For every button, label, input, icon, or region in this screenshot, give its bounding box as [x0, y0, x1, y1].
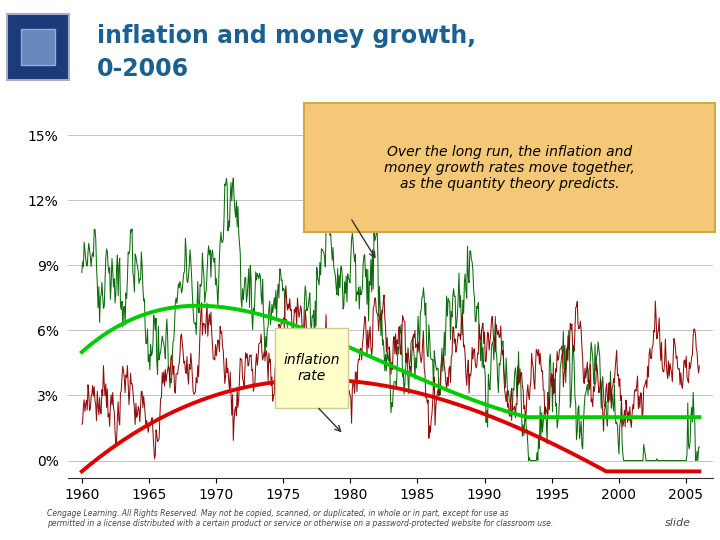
- Text: Over the long run, the inflation and
money growth rates move together,
as the qu: Over the long run, the inflation and mon…: [384, 145, 635, 192]
- Text: 0-2006: 0-2006: [97, 57, 189, 80]
- FancyBboxPatch shape: [304, 103, 715, 232]
- FancyBboxPatch shape: [21, 29, 55, 65]
- Text: inflation and money growth,: inflation and money growth,: [97, 24, 477, 48]
- Text: slide: slide: [665, 518, 691, 528]
- FancyBboxPatch shape: [275, 328, 348, 408]
- Text: Cengage Learning. All Rights Reserved. May not be copied, scanned, or duplicated: Cengage Learning. All Rights Reserved. M…: [47, 509, 553, 528]
- Text: inflation
rate: inflation rate: [283, 353, 340, 383]
- FancyBboxPatch shape: [7, 15, 68, 80]
